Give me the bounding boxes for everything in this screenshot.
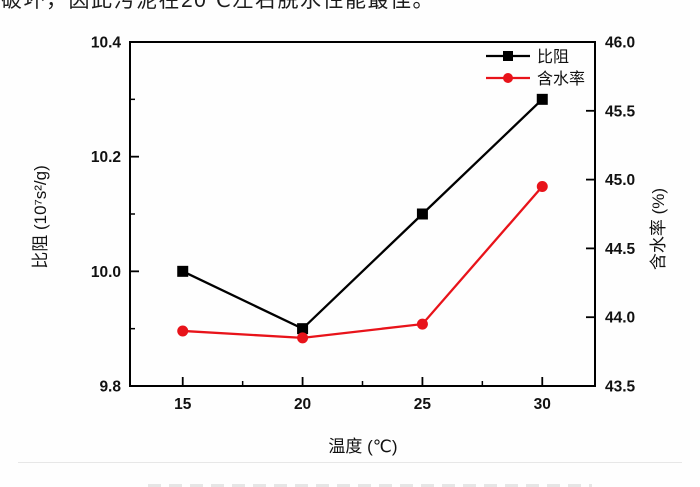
data-point-specific-resistance [297,323,309,335]
paragraph-text-fragment: 破坏，因此污泥在20℃左右脱水性能最佳。 [1,0,435,12]
data-point-specific-resistance [536,93,548,105]
x-tick-label: 30 [534,396,551,413]
data-point-moisture-content [416,318,428,330]
data-point-moisture-content [177,325,189,337]
data-point-specific-resistance [416,208,428,220]
y-right-tick-label: 45.5 [605,103,636,120]
legend-label-moisture-content: 含水率 [537,70,585,88]
y-right-tick-label: 44.0 [605,310,635,327]
series-line-moisture-content [182,185,544,339]
y-right-tick-label: 43.5 [605,379,636,396]
data-point-moisture-content [536,180,548,192]
cropped-paragraph-text: 破坏，因此污泥在20℃左右脱水性能最佳。 [0,0,700,12]
data-point-moisture-content [297,332,309,344]
legend-marker-specific-resistance [503,51,513,61]
data-point-specific-resistance [177,265,189,277]
legend-marker-moisture-content [503,73,513,83]
y-right-tick-label: 45.0 [605,172,635,189]
y-left-axis-title: 比阻 (10⁷s²/g) [31,165,50,268]
y-left-tick-label: 10.2 [91,149,121,166]
y-left-tick-label: 10.4 [91,35,122,52]
plot-frame [129,41,596,387]
page-divider-line [18,462,682,463]
x-tick-label: 25 [414,396,432,413]
y-left-tick-label: 10.0 [91,264,121,281]
series-line-specific-resistance [182,98,544,331]
y-left-tick-label: 9.8 [99,379,121,396]
x-tick-label: 20 [294,396,311,413]
x-tick-label: 15 [174,396,192,413]
y-right-tick-label: 46.0 [605,35,635,52]
y-right-axis-title: 含水率 (%) [649,188,668,270]
y-right-tick-label: 44.5 [605,241,636,258]
x-axis-title: 温度 (℃) [328,437,397,456]
cut-off-caption-fragment [148,484,592,487]
legend-label-specific-resistance: 比阻 [537,48,569,66]
